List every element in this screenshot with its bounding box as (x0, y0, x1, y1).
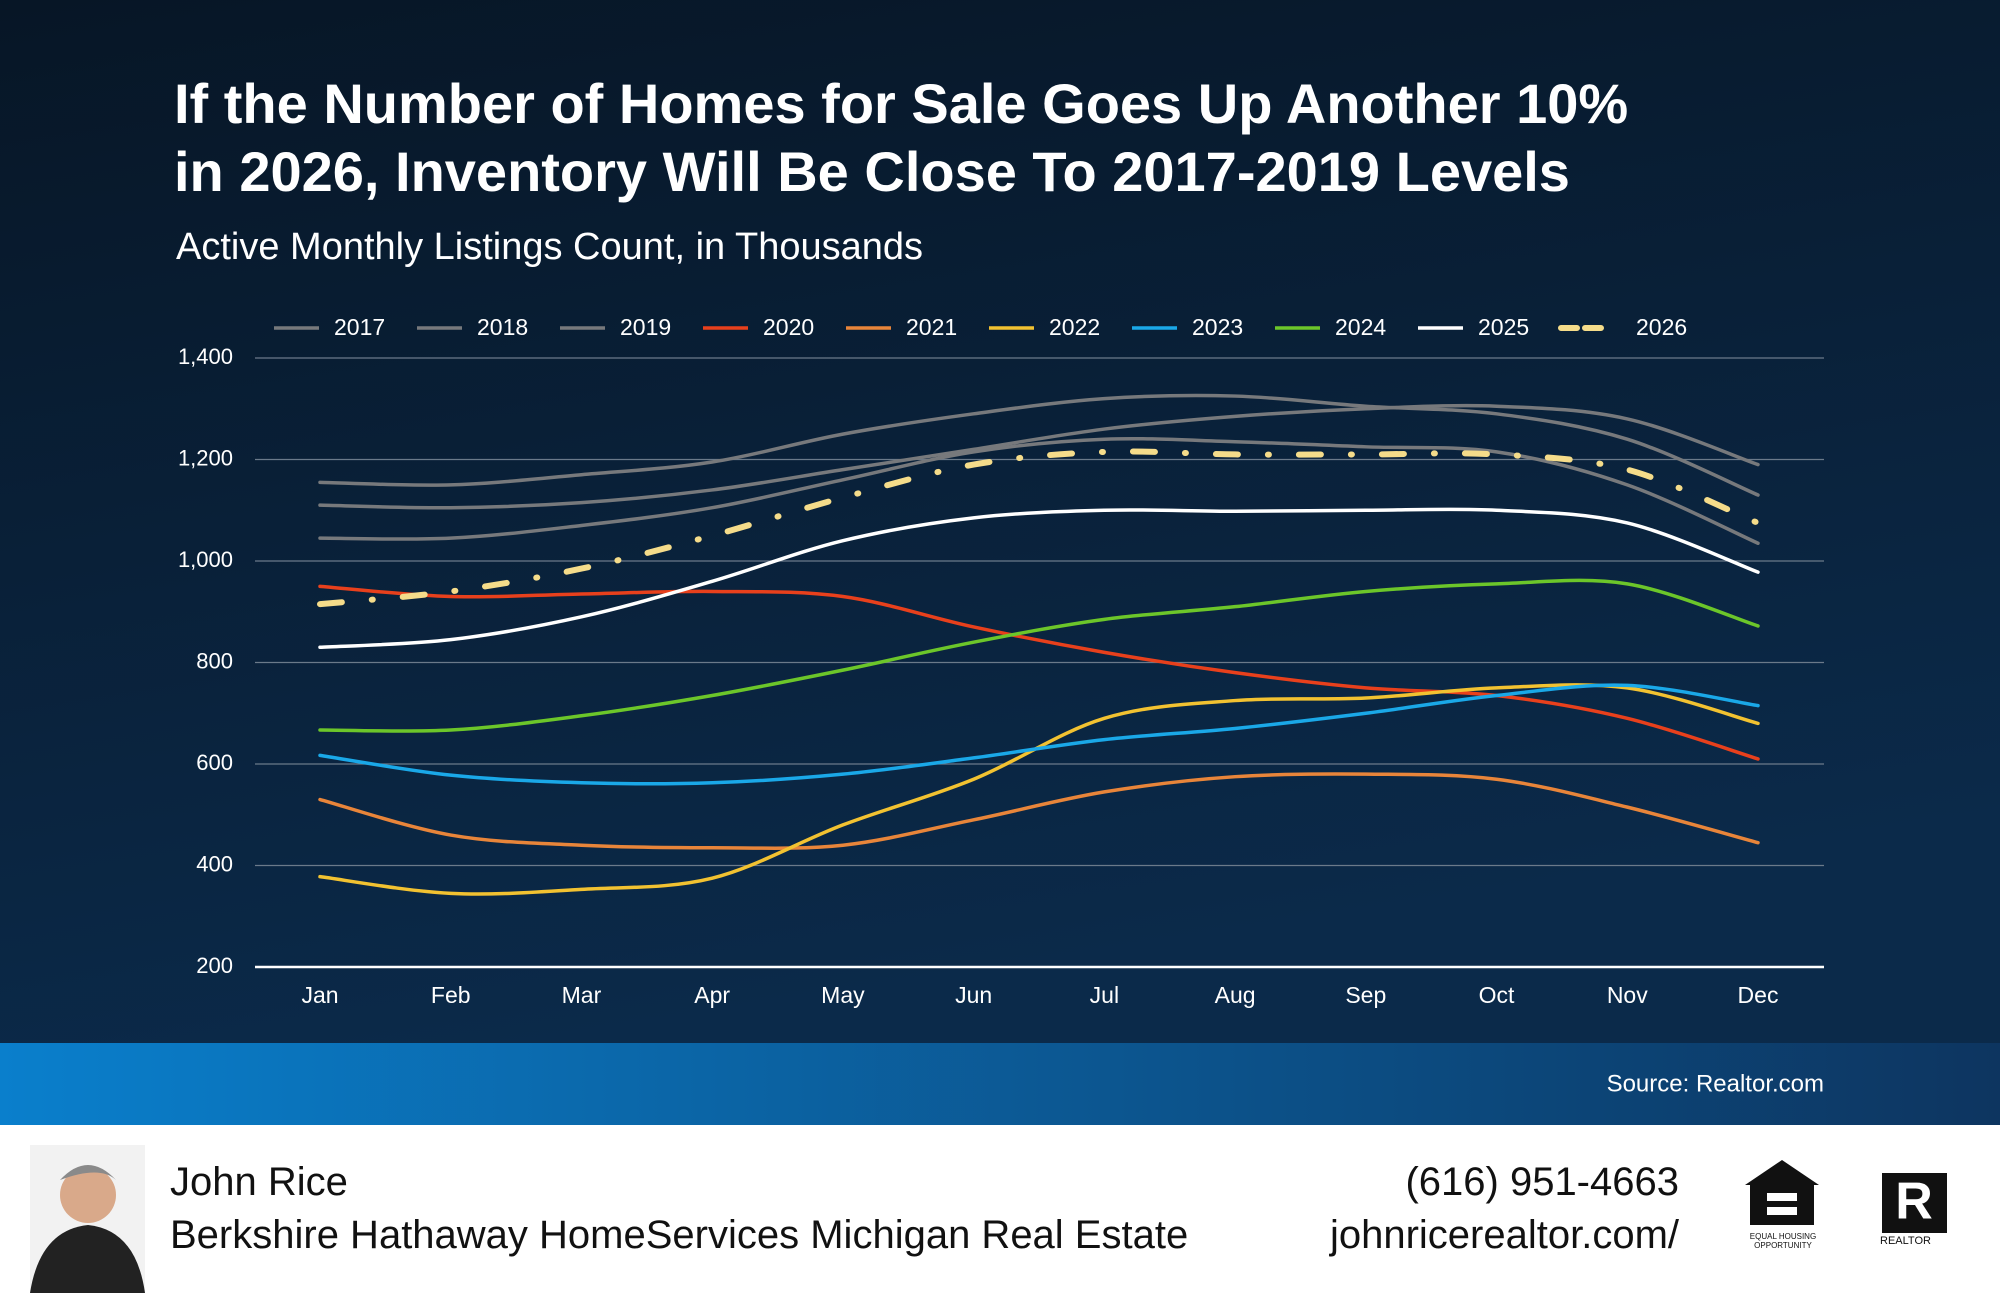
legend-label: 2019 (620, 314, 671, 340)
logo-text: REALTOR (1880, 1235, 1931, 1247)
photo-hair (60, 1165, 116, 1180)
source: Source: Realtor.com (1607, 1070, 1824, 1097)
legend-label: 2021 (906, 314, 957, 340)
series-line (318, 578, 1760, 733)
equal-housing-bar (1767, 1207, 1797, 1215)
photo-suit (30, 1225, 145, 1293)
y-tick-label: 200 (196, 953, 233, 978)
background (0, 0, 2000, 1043)
legend-label: 2020 (763, 314, 814, 340)
y-tick-label: 800 (196, 648, 233, 673)
agent-phone: (616) 951-4663 (1405, 1160, 1679, 1204)
chart-title: If the Number of Homes for Sale Goes Up … (174, 72, 1628, 135)
x-tick-label: Mar (562, 982, 602, 1008)
series-line (318, 393, 1760, 497)
realtor-r: R (1895, 1173, 1933, 1231)
legend-label: 2023 (1192, 314, 1243, 340)
legend-label: 2025 (1478, 314, 1529, 340)
legend-label: 2026 (1636, 314, 1687, 340)
agent-website: johnricerealtor.com/ (1329, 1213, 1679, 1257)
legend-label: 2024 (1335, 314, 1386, 340)
series-line (318, 403, 1760, 510)
y-tick-label: 1,400 (178, 344, 233, 369)
legend-label: 2022 (1049, 314, 1100, 340)
legend-label: 2018 (477, 314, 528, 340)
realtor-icon (1882, 1173, 1947, 1233)
series-line (318, 436, 1760, 545)
series-line (318, 772, 1760, 850)
chart: If the Number of Homes for Sale Goes Up … (0, 0, 2000, 1125)
series-line (317, 448, 1761, 608)
equal-housing-bar (1767, 1193, 1797, 1201)
y-tick-label: 600 (196, 750, 233, 775)
x-tick-label: Apr (694, 982, 730, 1008)
footer-graphics: R (30, 1145, 1947, 1293)
agent-name: John Rice (170, 1160, 348, 1204)
equal-housing-icon (1745, 1160, 1819, 1225)
agent-company: Berkshire Hathaway HomeServices Michigan… (170, 1213, 1189, 1257)
y-tick-label: 1,200 (178, 445, 233, 470)
x-tick-label: Oct (1479, 982, 1515, 1008)
legend-label: 2017 (334, 314, 385, 340)
series-line (318, 683, 1760, 786)
logo-text: EQUAL HOUSING OPPORTUNITY (1749, 1232, 1817, 1250)
series-line (318, 584, 1760, 761)
x-tick-label: Jul (1090, 982, 1119, 1008)
x-tick-label: Aug (1215, 982, 1256, 1008)
y-tick-label: 1,000 (178, 547, 233, 572)
x-tick-label: Dec (1738, 982, 1779, 1008)
source-band (0, 1043, 2000, 1125)
x-tick-label: Jan (301, 982, 338, 1008)
y-tick-label: 400 (196, 851, 233, 876)
chart-title: in 2026, Inventory Will Be Close To 2017… (174, 140, 1570, 203)
x-tick-label: Jun (955, 982, 992, 1008)
x-tick-label: Sep (1345, 982, 1386, 1008)
x-tick-label: Feb (431, 982, 471, 1008)
chart-subtitle: Active Monthly Listings Count, in Thousa… (176, 226, 923, 268)
x-tick-label: Nov (1607, 982, 1648, 1008)
x-tick-label: May (821, 982, 865, 1008)
photo-face (60, 1167, 116, 1223)
series-line (318, 507, 1760, 650)
